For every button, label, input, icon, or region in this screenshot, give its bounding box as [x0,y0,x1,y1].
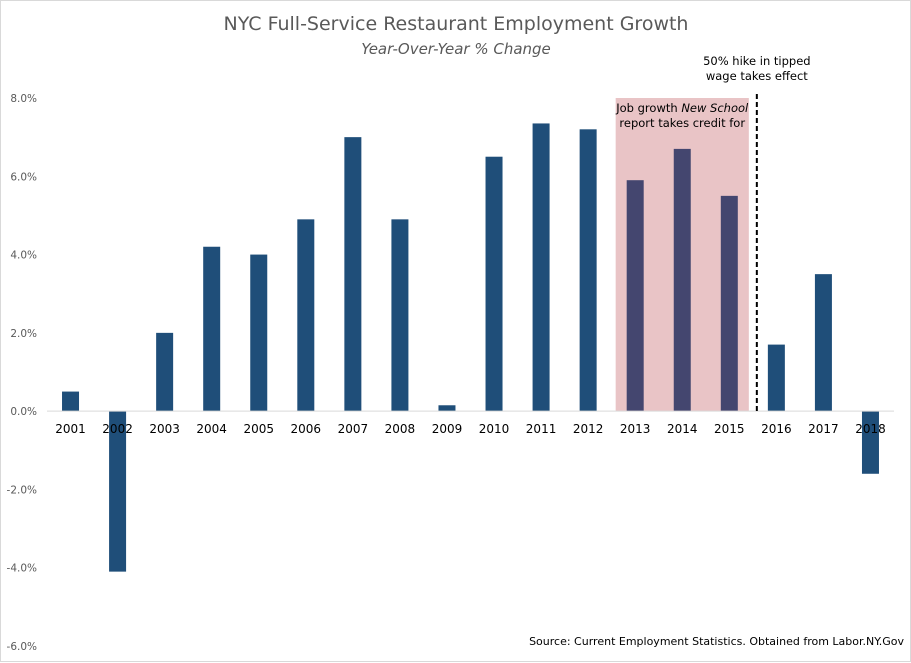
y-tick-label: -6.0% [7,641,37,653]
chart-subtitle: Year-Over-Year % Change [361,40,551,58]
bars [62,123,879,572]
bar-2013 [626,180,644,412]
y-tick-label: 8.0% [10,93,37,105]
bar-2017 [814,274,832,412]
y-tick-label: 0.0% [10,406,37,418]
x-tick-label: 2014 [667,422,698,436]
x-tick-label: 2011 [526,422,557,436]
x-tick-label: 2009 [432,422,463,436]
bar-2009 [438,405,456,412]
x-tick-label: 2008 [385,422,416,436]
x-tick-label: 2015 [714,422,745,436]
bar-2014 [673,148,691,412]
bar-2008 [391,219,409,412]
bar-2005 [250,254,268,412]
x-tick-label: 2017 [808,422,839,436]
y-axis: 8.0% 6.0% 4.0% 2.0% 0.0% -2.0% -4.0% -6.0% [7,93,37,653]
x-tick-label: 2003 [149,422,180,436]
bar-2003 [156,332,174,412]
x-tick-label: 2002 [102,422,133,436]
marker-label-line2: wage takes effect [706,69,808,83]
highlight-label-line2: report takes credit for [619,116,745,130]
bar-2002 [109,411,127,572]
bar-2006 [297,219,315,412]
x-tick-label: 2006 [291,422,322,436]
bar-2011 [532,123,550,412]
y-tick-label: 2.0% [10,328,37,340]
y-tick-label: -4.0% [7,563,37,575]
x-tick-label: 2012 [573,422,604,436]
x-axis-labels: 2001 2002 2003 2004 2005 2006 2007 2008 2009 2010… [55,422,885,436]
marker-label-line1: 50% hike in tipped [703,54,811,68]
bar-2010 [485,156,503,412]
bar-2007 [344,137,362,412]
x-tick-label: 2013 [620,422,651,436]
bar-2018 [861,411,879,474]
x-tick-label: 2007 [338,422,369,436]
bar-2004 [203,246,221,412]
y-tick-label: 6.0% [10,171,37,183]
bar-2016 [767,344,785,412]
chart-title: NYC Full-Service Restaurant Employment G… [224,13,689,35]
x-tick-label: 2010 [479,422,510,436]
bar-2001 [62,391,80,412]
bar-2015 [720,195,738,412]
x-tick-label: 2005 [243,422,274,436]
x-tick-label: 2016 [761,422,792,436]
y-tick-label: -2.0% [7,484,37,496]
x-tick-label: 2018 [855,422,886,436]
y-tick-label: 4.0% [10,250,37,262]
x-tick-label: 2001 [55,422,86,436]
source-note: Source: Current Employment Statistics. O… [529,635,904,648]
x-tick-label: 2004 [196,422,227,436]
highlight-label-line1: Job growth New School [615,101,749,115]
bar-2012 [579,129,597,412]
